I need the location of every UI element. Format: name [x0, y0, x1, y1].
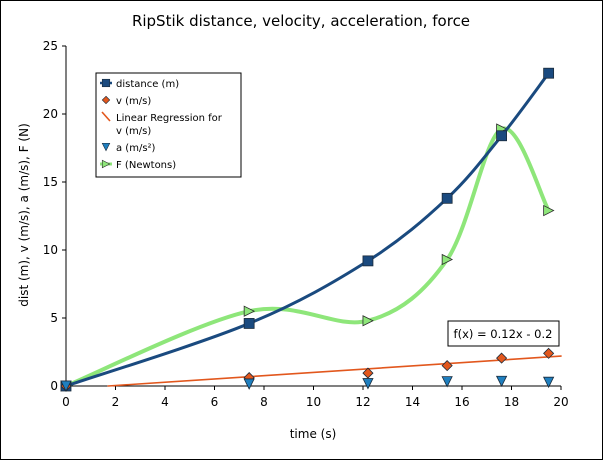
legend-item-a-m-s: a (m/s²)	[101, 142, 156, 154]
legend-item-distance-m: distance (m)	[100, 78, 179, 90]
annotation-box	[447, 320, 560, 347]
y-tick-label: 25	[43, 39, 58, 53]
y-axis-label: dist (m), v (m/s), a (m/s), F (N)	[17, 123, 31, 307]
data-point	[441, 192, 453, 204]
data-point	[362, 315, 374, 327]
data-point	[362, 255, 374, 267]
x-tick-label: 0	[62, 395, 70, 409]
regression-annotation: f(x) = 0.12x - 0.2	[447, 320, 560, 347]
data-point	[60, 380, 72, 392]
legend-swatch	[101, 95, 111, 105]
legend-item-f-newtons: F (Newtons)	[100, 159, 176, 171]
legend-swatch	[101, 142, 111, 152]
data-point	[243, 305, 256, 317]
data-point	[543, 347, 555, 359]
series-v-m-s	[60, 347, 555, 392]
data-point	[441, 360, 453, 372]
data-point	[243, 378, 255, 390]
legend-label: Linear Regression for	[116, 113, 223, 124]
series-line	[107, 355, 562, 387]
axes: 0 2 4 6 8 10 12 14 16 18 20 0 5 10 15 20 25	[43, 39, 569, 409]
data-point	[496, 352, 508, 364]
x-tick-label: 18	[504, 395, 519, 409]
data-point	[496, 130, 508, 142]
y-tick-label: 15	[43, 175, 58, 189]
x-tick-label: 10	[306, 395, 321, 409]
legend-label: a (m/s²)	[116, 143, 156, 154]
legend-swatch	[101, 78, 111, 88]
data-point	[362, 367, 374, 379]
chart-title: RipStik distance, velocity, acceleration…	[132, 12, 470, 30]
data-point	[441, 376, 453, 388]
y-tick-label: 5	[50, 311, 58, 325]
x-tick-label: 4	[161, 395, 169, 409]
legend-label: F (Newtons)	[116, 160, 176, 171]
x-axis-label: time (s)	[290, 427, 337, 441]
legend-item-v-m-s: v (m/s)	[101, 95, 151, 107]
legend: distance (m)v (m/s)Linear Regression for…	[95, 72, 242, 178]
x-tick-label: 6	[211, 395, 219, 409]
legend-box	[95, 72, 242, 178]
legend-label: v (m/s)	[116, 96, 151, 107]
data-point	[542, 376, 555, 389]
x-tick-label: 16	[454, 395, 469, 409]
data-point	[495, 375, 508, 388]
y-tick-label: 10	[43, 243, 58, 257]
legend-swatch	[101, 159, 111, 169]
y-tick-label: 0	[50, 379, 58, 393]
x-tick-label: 20	[553, 395, 568, 409]
data-point	[441, 253, 454, 266]
x-tick-label: 2	[112, 395, 120, 409]
legend-swatch	[101, 111, 111, 122]
x-tick-label: 14	[405, 395, 420, 409]
legend-item-linear-regression-for-v-m-s: Linear Regression for v (m/s)	[101, 111, 223, 137]
annotation-text: f(x) = 0.12x - 0.2	[454, 327, 553, 341]
legend-label: distance (m)	[116, 79, 179, 90]
series-a-m-s	[60, 375, 555, 392]
series-linear-regression-for-v-m-s	[107, 355, 562, 387]
legend-label: v (m/s)	[116, 126, 151, 137]
x-tick-label: 8	[260, 395, 268, 409]
x-tick-label: 12	[355, 395, 370, 409]
data-point	[362, 378, 374, 390]
series-layer	[60, 67, 562, 392]
data-point	[543, 204, 555, 217]
data-point	[543, 67, 555, 79]
data-point	[243, 318, 255, 329]
y-tick-label: 20	[43, 107, 58, 121]
